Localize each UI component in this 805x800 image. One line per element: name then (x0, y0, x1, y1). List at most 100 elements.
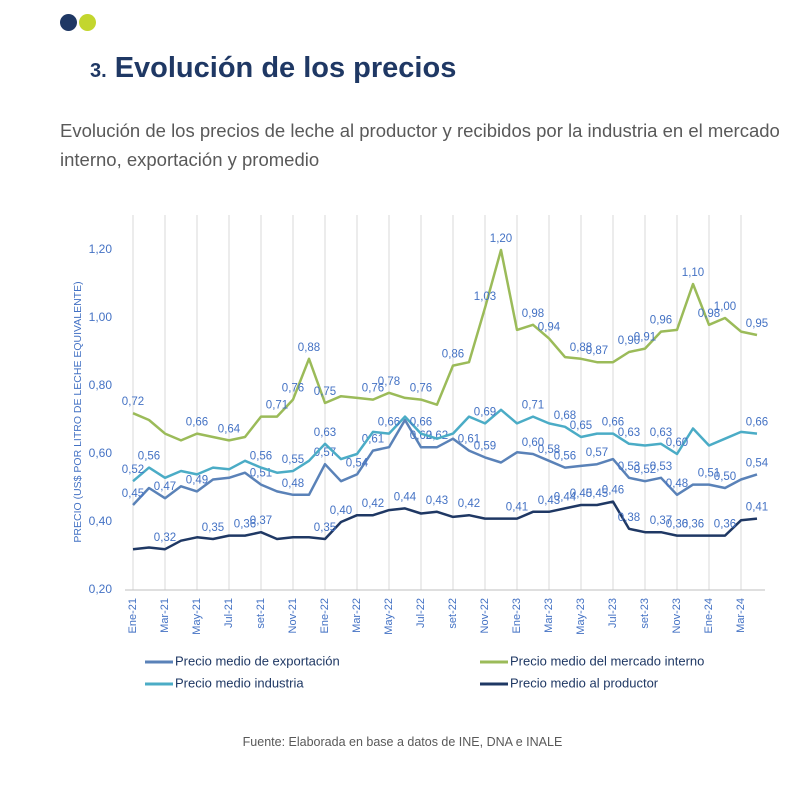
data-label: 0,65 (570, 420, 592, 432)
data-label: 0,48 (666, 478, 688, 490)
data-label: 0,35 (202, 522, 224, 534)
section-number: 3. (90, 60, 107, 82)
y-tick-label: 0,60 (89, 446, 113, 460)
data-label: 0,50 (714, 471, 736, 483)
data-label: 0,45 (586, 488, 608, 500)
data-label: 0,95 (746, 318, 768, 330)
x-tick-label: Mar-23 (543, 598, 555, 633)
data-label: 0,54 (346, 457, 369, 469)
series-line (132, 248, 758, 442)
data-label: 0,36 (234, 519, 256, 531)
x-tick-label: set-23 (639, 598, 651, 629)
data-label: 0,60 (522, 437, 544, 449)
data-label: 0,69 (474, 406, 496, 418)
x-tick-label: Mar-22 (351, 598, 363, 633)
data-label: 0,43 (426, 495, 448, 507)
data-label: 0,58 (538, 444, 560, 456)
x-tick-label: Ene-22 (319, 598, 331, 633)
data-label: 0,37 (650, 515, 672, 527)
data-label: 0,47 (154, 481, 176, 493)
data-label: 0,75 (314, 386, 336, 398)
y-tick-label: 1,20 (89, 242, 113, 256)
y-tick-label: 0,40 (89, 514, 113, 528)
data-label: 0,36 (666, 519, 688, 531)
y-tick-label: 1,00 (89, 310, 113, 324)
data-label: 0,37 (250, 515, 272, 527)
data-label: 0,66 (186, 417, 208, 429)
legend-label: Precio medio al productor (510, 675, 659, 690)
decor-dots (60, 14, 98, 36)
data-label: 0,62 (410, 430, 432, 442)
data-label: 0,86 (442, 349, 464, 361)
data-label: 0,52 (122, 464, 144, 476)
data-label: 0,53 (618, 461, 640, 473)
data-label: 0,55 (282, 454, 304, 466)
data-label: 0,36 (682, 519, 704, 531)
data-label: 0,66 (378, 417, 400, 429)
data-label: 1,20 (490, 233, 512, 245)
data-label: 0,51 (698, 468, 720, 480)
x-tick-label: May-23 (575, 598, 587, 635)
x-tick-label: Ene-24 (703, 598, 715, 633)
data-label: 0,59 (474, 440, 496, 452)
x-tick-label: Ene-21 (127, 598, 139, 633)
data-label: 0,60 (666, 437, 688, 449)
x-tick-label: Mar-24 (735, 598, 747, 633)
data-label: 0,63 (314, 427, 336, 439)
data-label: 0,61 (458, 434, 480, 446)
data-label: 1,00 (714, 301, 736, 313)
data-label: 0,54 (746, 457, 769, 469)
x-tick-label: Ene-23 (511, 598, 523, 633)
data-label: 0,64 (218, 423, 241, 435)
data-label: 0,56 (250, 451, 272, 463)
x-tick-label: Jul-22 (415, 598, 427, 628)
x-tick-label: Nov-22 (479, 598, 491, 633)
data-label: 0,53 (650, 461, 672, 473)
intro: Evolución de los precios de leche al pro… (60, 120, 780, 170)
data-label: 0,35 (314, 522, 336, 534)
section-title: 3. Evolución de los precios (90, 52, 456, 85)
x-tick-label: Jul-23 (607, 598, 619, 628)
y-tick-label: 0,20 (89, 582, 113, 596)
data-label: 1,03 (474, 291, 496, 303)
series-line (132, 418, 758, 506)
data-label: 0,72 (122, 396, 144, 408)
data-label: 0,66 (602, 417, 624, 429)
x-tick-label: set-21 (255, 598, 267, 629)
y-axis-label: PRECIO (US$ POR LITRO DE LECHE EQUIVALEN… (72, 281, 84, 542)
data-label: 0,66 (746, 417, 768, 429)
data-label: 0,52 (634, 464, 656, 476)
data-label: 0,68 (554, 410, 576, 422)
data-label: 0,87 (586, 345, 608, 357)
x-tick-label: Jul-21 (223, 598, 235, 628)
data-label: 0,43 (538, 495, 560, 507)
x-tick-label: Nov-21 (287, 598, 299, 633)
data-label: 0,78 (378, 376, 400, 388)
data-label: 0,38 (618, 512, 640, 524)
data-label: 0,76 (362, 383, 384, 395)
data-label: 0,44 (394, 491, 417, 503)
source: Fuente: Elaborada en base a datos de INE… (242, 735, 563, 749)
data-label: 0,45 (570, 488, 592, 500)
data-label: 0,98 (522, 308, 544, 320)
data-label: 0,41 (506, 502, 528, 514)
data-label: 0,46 (602, 485, 624, 497)
data-label: 0,61 (362, 434, 384, 446)
data-label: 0,98 (698, 308, 720, 320)
data-label: 0,71 (266, 400, 288, 412)
data-label: 0,57 (586, 447, 608, 459)
x-tick-label: Mar-21 (159, 598, 171, 633)
data-label: 0,44 (554, 491, 577, 503)
data-label: 0,90 (618, 335, 640, 347)
data-label: 0,88 (298, 342, 320, 354)
data-label: 0,45 (122, 488, 144, 500)
title-text: Evolución de los precios (114, 52, 457, 84)
data-label: 0,76 (410, 383, 432, 395)
data-label: 0,66 (410, 417, 432, 429)
data-label: 0,32 (154, 532, 176, 544)
legend-label: Precio medio del mercado interno (510, 653, 704, 668)
data-label: 0,42 (362, 498, 384, 510)
data-label: 0,41 (746, 502, 768, 514)
